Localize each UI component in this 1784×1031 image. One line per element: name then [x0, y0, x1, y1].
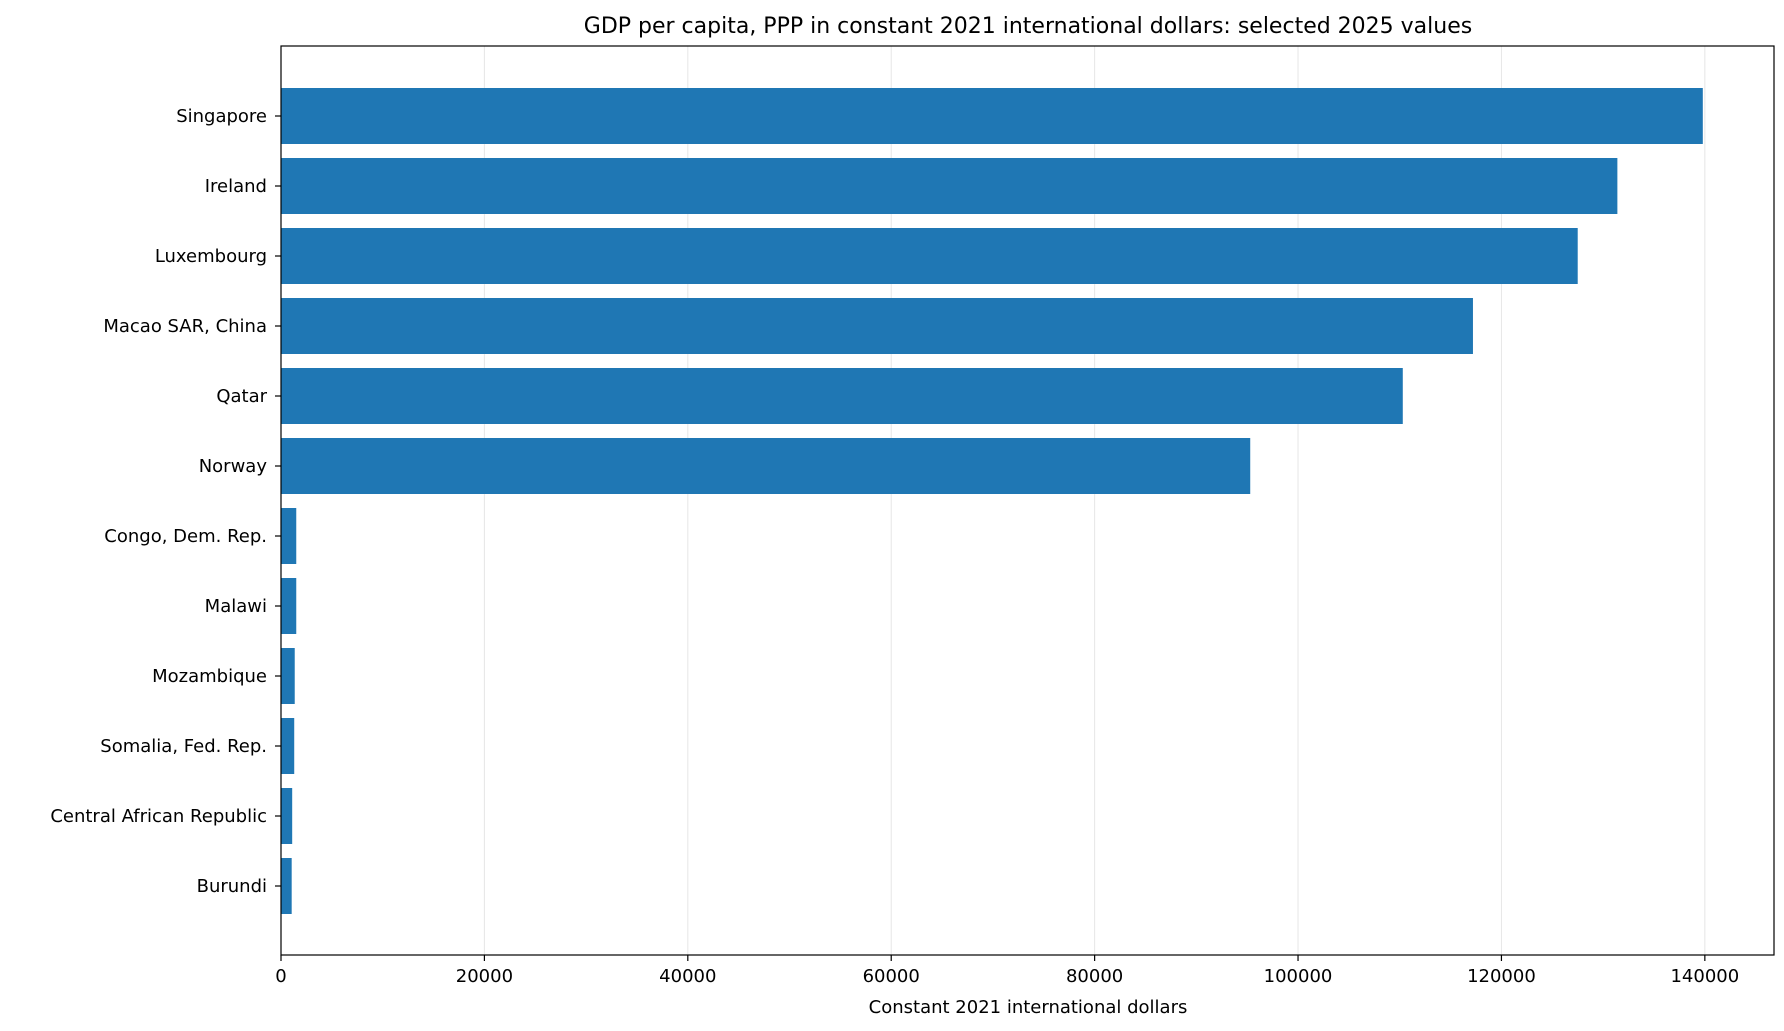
- bar: [281, 718, 295, 774]
- x-tick-label: 140000: [1670, 966, 1739, 987]
- y-tick-label: Luxembourg: [155, 246, 267, 267]
- y-tick-label: Macao SAR, China: [103, 316, 267, 337]
- bar: [281, 788, 293, 844]
- x-axis-label: Constant 2021 international dollars: [869, 997, 1188, 1018]
- bar: [281, 858, 292, 914]
- x-tick-label: 60000: [863, 966, 920, 987]
- x-tick-label: 120000: [1467, 966, 1536, 987]
- bar: [281, 578, 297, 634]
- y-tick-label: Ireland: [205, 176, 267, 197]
- x-tick-label: 20000: [456, 966, 513, 987]
- y-tick-label: Norway: [199, 456, 268, 477]
- bar: [281, 368, 1403, 424]
- bar: [281, 158, 1618, 214]
- y-tick-label: Somalia, Fed. Rep.: [100, 736, 267, 757]
- x-axis-ticks: 0 20000 40000 60000 80000 100000 120000 140000: [275, 955, 1739, 987]
- x-tick-label: 0: [275, 966, 286, 987]
- x-tick-label: 100000: [1264, 966, 1333, 987]
- bar: [281, 508, 297, 564]
- bar: [281, 228, 1578, 284]
- bar: [281, 648, 295, 704]
- bar: [281, 298, 1473, 354]
- bars: [281, 88, 1703, 914]
- y-tick-label: Congo, Dem. Rep.: [104, 526, 267, 547]
- y-tick-label: Mozambique: [152, 666, 267, 687]
- y-tick-label: Burundi: [197, 876, 267, 897]
- bar: [281, 438, 1251, 494]
- y-axis-ticks: Singapore Ireland Luxembourg Macao SAR, Chi…: [50, 106, 281, 897]
- y-tick-label: Singapore: [176, 106, 267, 127]
- y-tick-label: Malawi: [205, 596, 267, 617]
- y-tick-label: Qatar: [216, 386, 267, 407]
- plot-frame: [280, 45, 1775, 956]
- x-tick-label: 80000: [1066, 966, 1123, 987]
- y-tick-label: Central African Republic: [50, 806, 267, 827]
- chart-title: GDP per capita, PPP in constant 2021 int…: [584, 14, 1472, 39]
- bar: [281, 88, 1703, 144]
- x-tick-label: 40000: [659, 966, 716, 987]
